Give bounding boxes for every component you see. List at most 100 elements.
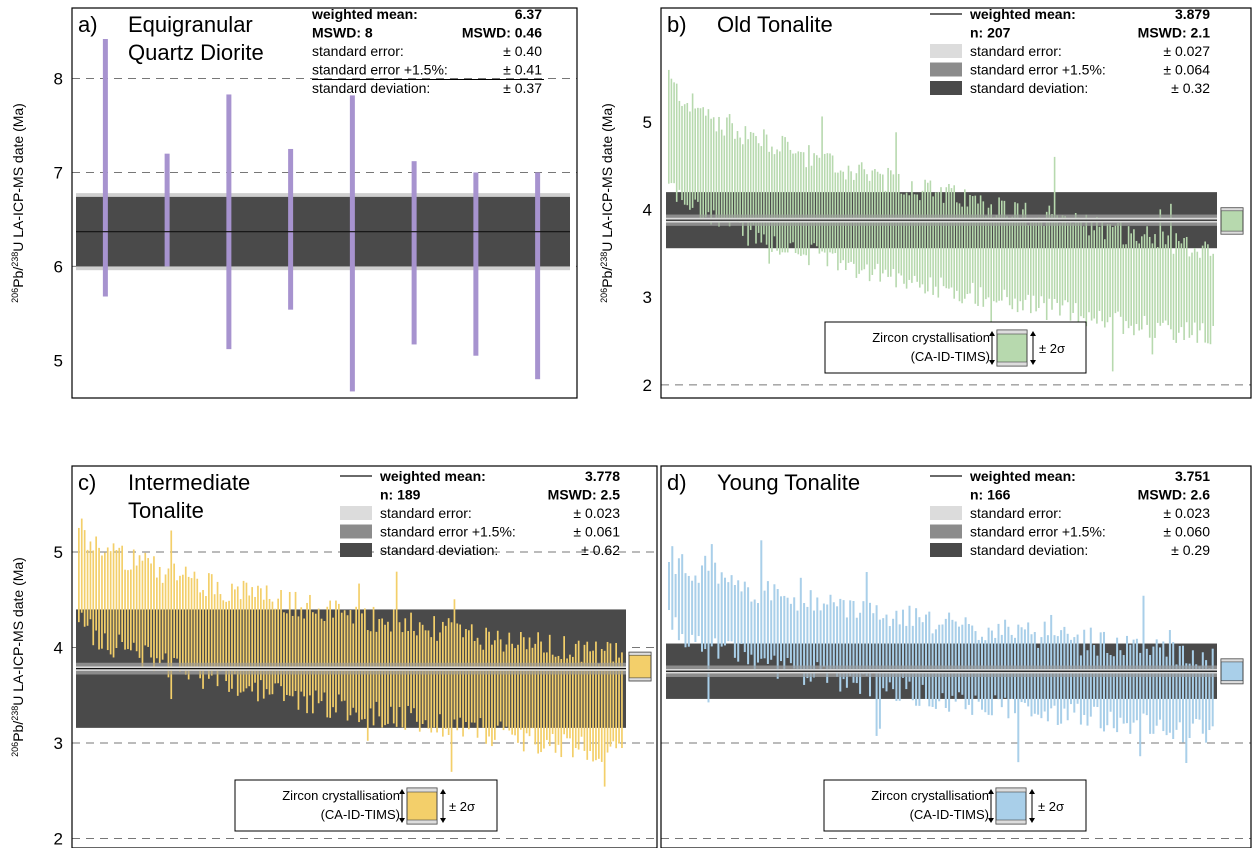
analysis-bar xyxy=(1048,205,1051,299)
analysis-bar xyxy=(1040,637,1043,719)
analysis-bar xyxy=(1167,235,1169,326)
arrow-up-icon xyxy=(988,789,994,794)
analysis-bar xyxy=(1199,257,1201,331)
analysis-bar xyxy=(704,555,707,650)
analysis-bar xyxy=(326,606,329,718)
analysis-bar xyxy=(1156,247,1159,323)
analysis-bar xyxy=(1011,216,1014,310)
analysis-bar xyxy=(265,585,268,690)
analysis-bar xyxy=(818,157,821,254)
analysis-bar xyxy=(598,663,600,759)
analysis-bar xyxy=(522,637,525,752)
analysis-bar xyxy=(805,167,807,256)
analysis-bar xyxy=(551,654,554,734)
y-tick-label: 2 xyxy=(643,376,652,395)
arrow-up-icon xyxy=(1029,789,1035,794)
analysis-bar xyxy=(335,600,337,713)
legend-value: 3.751 xyxy=(1175,468,1210,484)
legend-value: ± 0.023 xyxy=(573,505,620,521)
analysis-bar xyxy=(1050,614,1053,709)
arrow-down-icon xyxy=(399,818,405,823)
analysis-bar xyxy=(768,151,770,264)
analysis-bar xyxy=(908,195,911,280)
analysis-bar xyxy=(1138,243,1140,331)
y-axis-label-part: U LA-ICP-MS date (Ma) xyxy=(599,103,615,252)
analysis-bar xyxy=(514,648,516,736)
analysis-bar xyxy=(1067,223,1069,303)
analysis-bar xyxy=(862,601,865,675)
analysis-bar xyxy=(691,580,694,635)
plot-area-c xyxy=(72,518,657,839)
analysis-bar xyxy=(411,161,417,345)
analysis-bar xyxy=(712,117,715,211)
analysis-bar xyxy=(919,200,921,288)
analysis-bar xyxy=(929,180,932,278)
analysis-bar xyxy=(473,172,479,356)
legend-swatch xyxy=(930,81,962,95)
tims-reference-cap-bottom xyxy=(628,677,652,682)
analysis-bar xyxy=(734,138,736,218)
analysis-bar xyxy=(502,651,505,731)
analysis-bar xyxy=(753,599,756,671)
analysis-bar xyxy=(684,573,687,648)
analysis-bar xyxy=(1020,627,1023,703)
legend-label: weighted mean: xyxy=(311,6,418,22)
analysis-bar xyxy=(760,540,763,659)
analysis-bar xyxy=(563,636,565,735)
analysis-bar xyxy=(572,656,574,758)
analysis-bar xyxy=(1159,209,1162,326)
panel-c: c) Intermediate Tonalite 2 3 4 5 206Pb/238U LA-… xyxy=(10,465,658,848)
analysis-bar xyxy=(286,613,288,695)
analysis-bar xyxy=(783,595,786,672)
analysis-bar xyxy=(574,643,577,749)
analysis-bar xyxy=(902,609,904,678)
legend: weighted mean: 6.37 MSWD: 8 MSWD: 0.46 stand… xyxy=(311,6,544,96)
analysis-bar xyxy=(670,78,673,184)
analysis-bar xyxy=(908,605,911,682)
analysis-bar xyxy=(1064,216,1066,301)
analysis-bar xyxy=(699,108,702,222)
tims-legend-sigma: ± 2σ xyxy=(1038,799,1064,814)
analysis-bar xyxy=(971,196,974,283)
analysis-bar xyxy=(1008,220,1011,306)
analysis-bar xyxy=(1043,225,1045,304)
analysis-bar xyxy=(208,573,210,679)
tims-legend-line1: Zircon crystallisation xyxy=(872,330,990,345)
analysis-bar xyxy=(1074,213,1077,304)
analysis-bar xyxy=(1122,655,1125,724)
analysis-bar xyxy=(450,622,453,772)
analysis-bar xyxy=(724,577,726,646)
analysis-bar xyxy=(216,581,219,687)
legend-label: standard error: xyxy=(380,505,472,521)
panel-frame xyxy=(660,465,1252,848)
analysis-bar xyxy=(773,584,776,656)
analysis-bar xyxy=(456,623,459,731)
analysis-bar xyxy=(1130,233,1132,326)
analysis-bar xyxy=(1178,645,1181,723)
analysis-bar xyxy=(958,626,960,693)
analysis-bar xyxy=(219,594,222,672)
analysis-bar xyxy=(511,643,513,735)
arrow-down-icon xyxy=(1030,360,1036,365)
analysis-bar xyxy=(262,599,265,699)
analysis-bar xyxy=(813,153,815,244)
analysis-bar xyxy=(1030,218,1032,314)
analysis-bar xyxy=(847,165,850,263)
analysis-bar xyxy=(1127,226,1130,329)
analysis-bar xyxy=(1035,221,1037,312)
analysis-bar xyxy=(766,581,769,664)
analysis-bar xyxy=(427,630,430,729)
y-tick-label: 4 xyxy=(643,201,652,220)
panel-frame xyxy=(71,7,578,399)
analysis-bar xyxy=(1172,642,1175,739)
analysis-bar xyxy=(792,153,794,243)
analysis-bar xyxy=(554,656,557,753)
analysis-bar xyxy=(1162,231,1164,323)
analysis-bar xyxy=(1111,227,1114,372)
tims-legend-swatch xyxy=(406,787,438,825)
y-axis-label-part: Pb/ xyxy=(10,721,26,742)
analysis-bar xyxy=(537,632,539,754)
analysis-bar xyxy=(231,583,233,689)
analysis-bar xyxy=(606,641,609,753)
